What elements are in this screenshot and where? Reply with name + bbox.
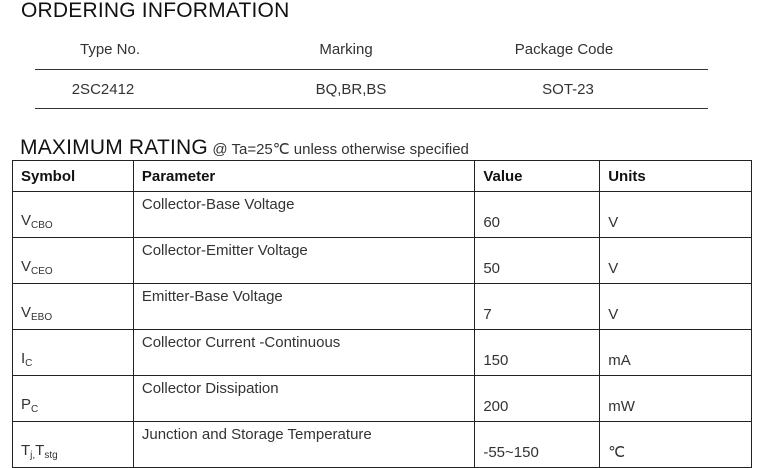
parameter-cell: Collector-Emitter Voltage xyxy=(132,237,476,284)
symbol-subscript: C xyxy=(31,404,39,415)
max-rating-heading: MAXIMUM RATING @ Ta=25℃ unless otherwise… xyxy=(20,136,469,160)
symbol-subscript: stg xyxy=(44,450,58,461)
symbol-cell: VCEO xyxy=(12,237,134,284)
symbol-letter: T xyxy=(35,442,45,459)
divider xyxy=(35,108,708,109)
divider xyxy=(35,69,708,70)
header-symbol: Symbol xyxy=(12,160,134,192)
symbol-letter: V xyxy=(21,212,32,229)
symbol-letter: I xyxy=(21,350,26,367)
value-cell: 60 xyxy=(474,191,601,238)
parameter-cell: Collector-Base Voltage xyxy=(132,191,476,238)
units-cell: ℃ xyxy=(599,421,752,468)
symbol-subscript: CBO xyxy=(31,220,53,231)
value-cell: -55~150 xyxy=(474,421,601,468)
symbol-subscript: EBO xyxy=(31,312,53,323)
parameter-cell: Junction and Storage Temperature xyxy=(132,421,476,468)
units-cell: V xyxy=(599,191,752,238)
table-row: VCEO Collector-Emitter Voltage 50 V xyxy=(12,237,752,284)
units-cell: mW xyxy=(599,375,752,422)
header-value: Value xyxy=(474,160,601,192)
symbol-subscript: CEO xyxy=(31,266,53,277)
ordering-title: ORDERING INFORMATION xyxy=(21,0,290,22)
table-row: IC Collector Current -Continuous 150 mA xyxy=(12,329,752,376)
symbol-letter: V xyxy=(21,304,32,321)
header-parameter: Parameter xyxy=(132,160,476,192)
value-cell: 50 xyxy=(474,237,601,284)
package-code-value: SOT-23 xyxy=(542,81,594,98)
symbol-cell: VEBO xyxy=(12,283,134,330)
parameter-cell: Collector Dissipation xyxy=(132,375,476,422)
value-cell: 7 xyxy=(474,283,601,330)
header-package-code: Package Code xyxy=(514,41,614,58)
max-rating-table: Symbol Parameter Value Units VCBO Collect… xyxy=(12,160,752,468)
value-cell: 150 xyxy=(474,329,601,376)
symbol-cell: Tj,Tstg xyxy=(12,421,134,468)
header-units: Units xyxy=(599,160,752,192)
units-cell: V xyxy=(599,237,752,284)
value-cell: 200 xyxy=(474,375,601,422)
table-header-row: Symbol Parameter Value Units xyxy=(12,160,752,192)
units-cell: V xyxy=(599,283,752,330)
units-cell: mA xyxy=(599,329,752,376)
symbol-subscript: C xyxy=(25,358,33,369)
max-rating-title: MAXIMUM RATING xyxy=(20,136,208,159)
symbol-cell: VCBO xyxy=(12,191,134,238)
table-row: Tj,Tstg Junction and Storage Temperature -… xyxy=(12,421,752,468)
table-row: VCBO Collector-Base Voltage 60 V xyxy=(12,191,752,238)
table-row: PC Collector Dissipation 200 mW xyxy=(12,375,752,422)
header-marking: Marking xyxy=(319,41,373,58)
type-no-value: 2SC2412 xyxy=(71,81,135,98)
header-type-no: Type No. xyxy=(79,41,141,58)
symbol-letter: V xyxy=(21,258,32,275)
symbol-letter: T xyxy=(21,442,31,459)
parameter-cell: Emitter-Base Voltage xyxy=(132,283,476,330)
marking-value: BQ,BR,BS xyxy=(315,81,387,98)
table-row: VEBO Emitter-Base Voltage 7 V xyxy=(12,283,752,330)
parameter-cell: Collector Current -Continuous xyxy=(132,329,476,376)
symbol-cell: IC xyxy=(12,329,134,376)
max-rating-condition: @ Ta=25℃ unless otherwise specified xyxy=(212,141,469,158)
symbol-cell: PC xyxy=(12,375,134,422)
symbol-letter: P xyxy=(21,396,32,413)
